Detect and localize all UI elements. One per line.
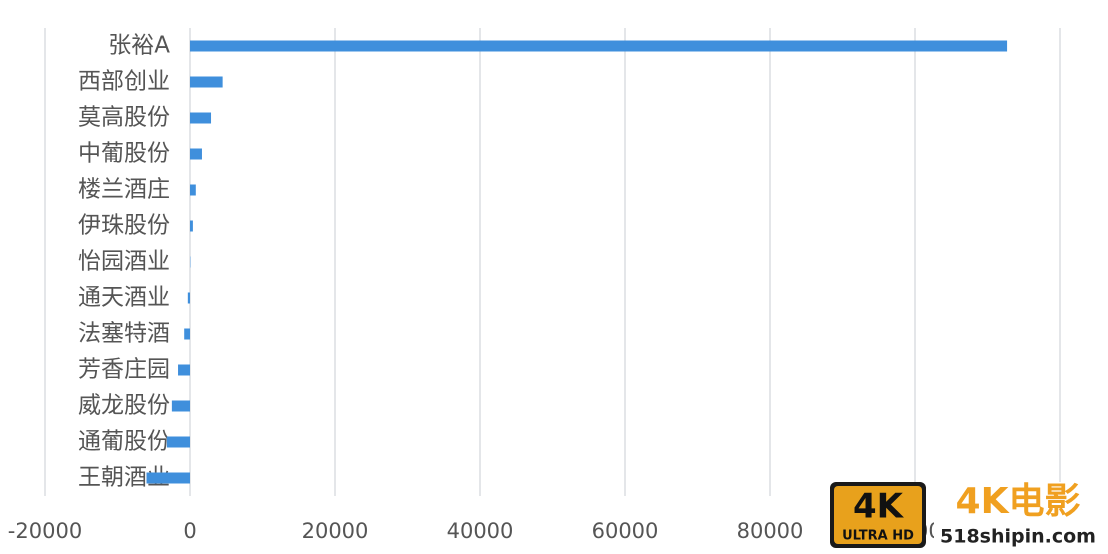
watermark: 4K ULTRA HD 4K电影 518shipin.com	[830, 481, 1104, 550]
y-tick-label: 法塞特酒	[78, 321, 170, 347]
bar	[190, 40, 1008, 52]
y-tick-label: 威龙股份	[78, 393, 170, 419]
x-tick-label: 40000	[447, 519, 514, 543]
bar	[166, 436, 190, 448]
bar	[190, 184, 196, 196]
bar	[146, 472, 190, 484]
bar	[190, 112, 212, 124]
watermark-bg	[934, 482, 1104, 550]
y-tick-label: 张裕A	[108, 33, 170, 59]
y-tick-label: 伊珠股份	[78, 213, 170, 239]
x-tick-label: 60000	[592, 519, 659, 543]
x-tick-label: -20000	[8, 519, 82, 543]
bar	[190, 220, 193, 232]
y-tick-label: 芳香庄园	[78, 357, 170, 383]
badge-face	[834, 486, 922, 544]
bar	[171, 400, 190, 412]
bar	[178, 364, 190, 376]
watermark-title: 4K电影	[956, 481, 1081, 522]
bar	[184, 328, 190, 340]
x-tick-label: 80000	[737, 519, 804, 543]
y-tick-label: 楼兰酒庄	[78, 177, 170, 203]
y-tick-label: 西部创业	[78, 69, 170, 95]
bar	[190, 148, 202, 160]
x-tick-label: 20000	[302, 519, 369, 543]
y-tick-label: 莫高股份	[78, 105, 170, 131]
y-tick-label: 怡园酒业	[78, 249, 170, 275]
bar	[190, 76, 223, 88]
x-tick-label: 0	[183, 519, 196, 543]
y-tick-label: 中葡股份	[78, 141, 170, 167]
badge-subtext: ULTRA HD	[842, 529, 914, 544]
plot-area: -20000020000400006000080000100000120000张…	[8, 28, 1100, 543]
y-tick-label: 通葡股份	[78, 429, 170, 455]
bar	[187, 292, 190, 304]
y-tick-label: 通天酒业	[78, 285, 170, 311]
badge-text: 4K	[853, 487, 905, 527]
watermark-url: 518shipin.com	[940, 526, 1096, 548]
